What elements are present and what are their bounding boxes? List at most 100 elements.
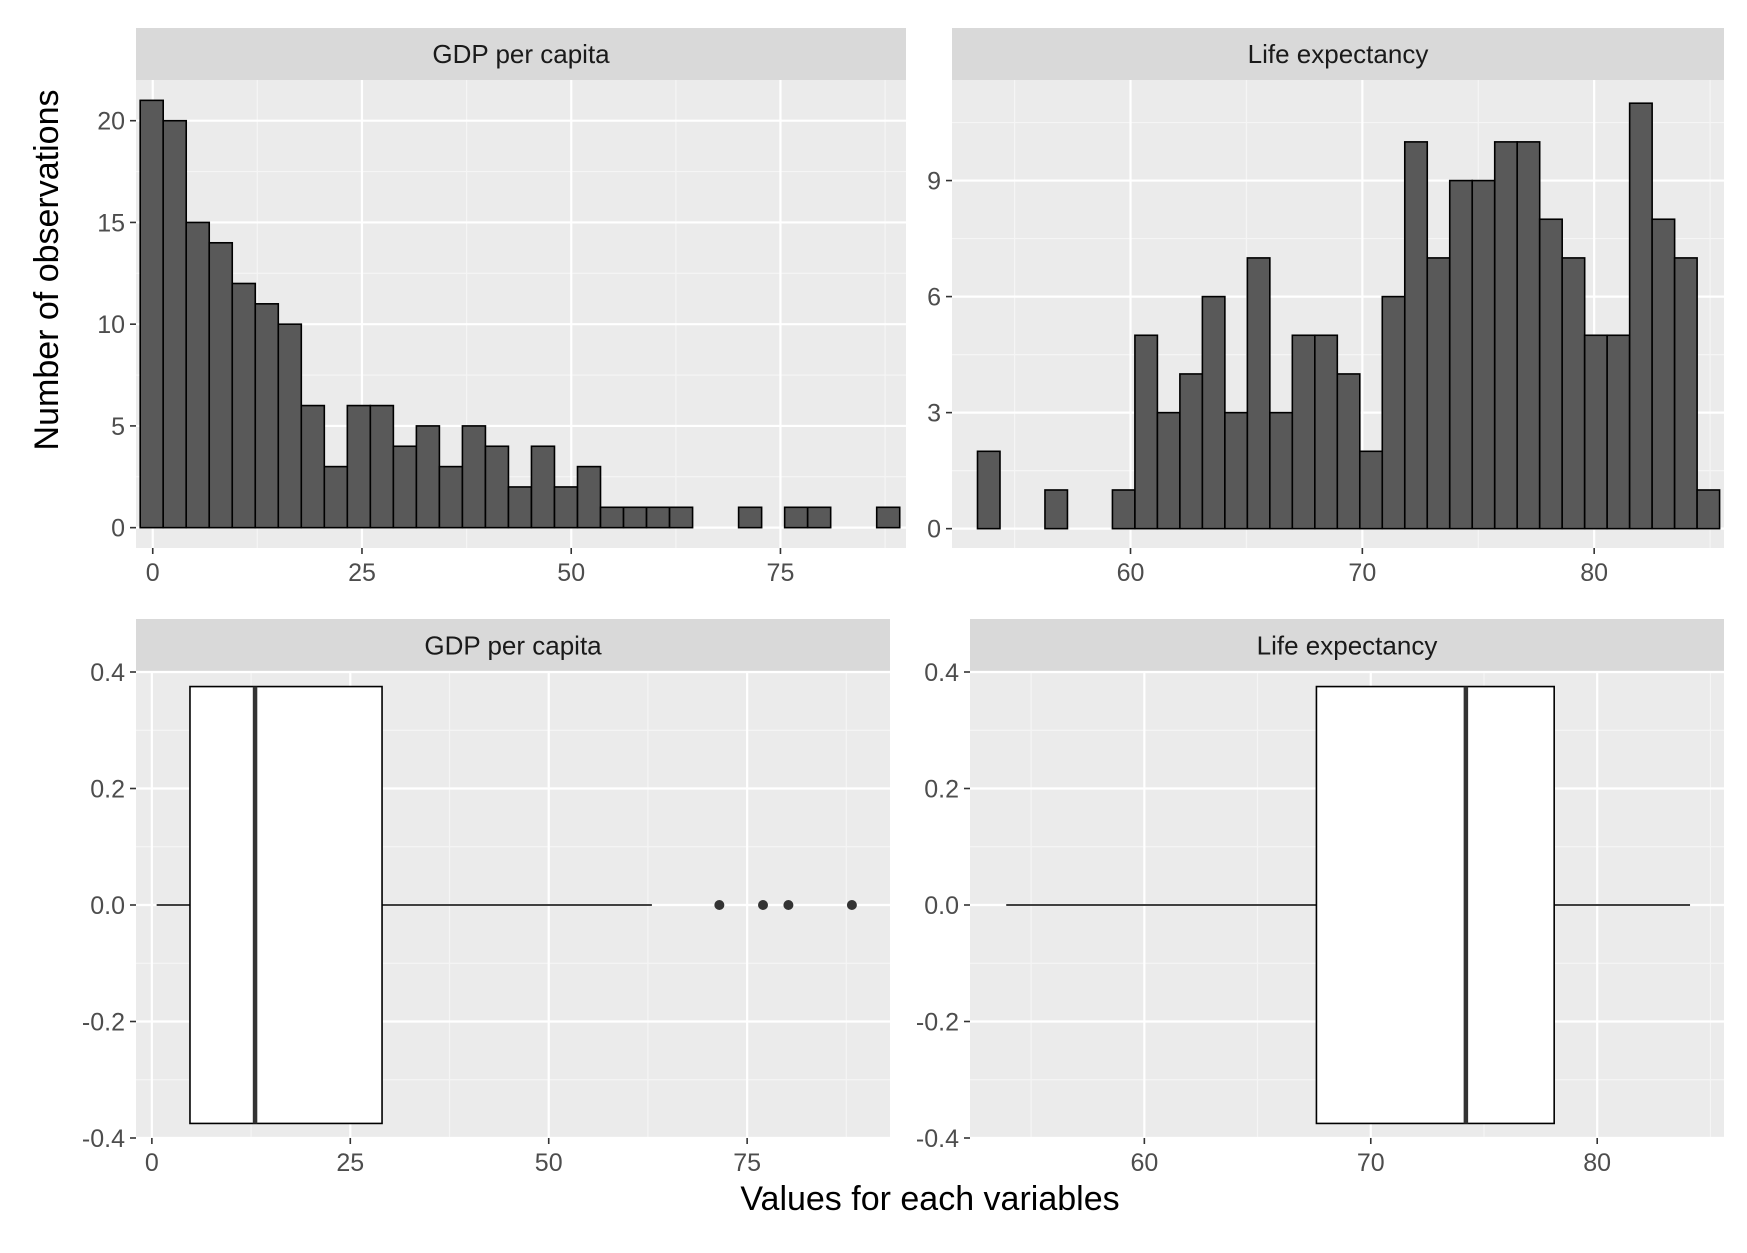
histogram-bar: [1111, 489, 1136, 530]
y-tick-label: 0.2: [90, 776, 125, 804]
histogram-bar: [1336, 373, 1361, 530]
histogram-bar: [668, 506, 694, 529]
histogram-bar: [1403, 141, 1429, 530]
histogram-bar: [323, 465, 349, 529]
box: [189, 685, 383, 1125]
x-tick-label: 70: [1348, 559, 1376, 587]
y-tick-label: 20: [97, 108, 125, 136]
histogram-bar: [1381, 295, 1406, 530]
outlier-point: [783, 900, 794, 910]
x-tick-label: 25: [348, 559, 376, 587]
histogram-bar: [484, 445, 510, 529]
histogram-bar: [530, 445, 556, 529]
panel-1: GDP per capita 0 25 50 75 0 5 10 15 20: [97, 28, 906, 587]
x-tick-label: 25: [336, 1149, 364, 1177]
histogram-bar: [576, 465, 602, 529]
x-tick-label: 75: [733, 1149, 761, 1177]
y-tick-label: 0.2: [924, 776, 959, 804]
histogram-bar: [1156, 411, 1181, 530]
y-tick-label: 0: [927, 516, 941, 544]
facet-strip: [970, 619, 1724, 672]
histogram-bar: [1134, 334, 1159, 530]
y-tick-label: 5: [111, 413, 125, 441]
facet-title: GDP per capita: [432, 39, 610, 69]
y-tick-label: 0.0: [924, 892, 959, 920]
facet-strip: [136, 28, 906, 80]
facet-strip: [952, 28, 1724, 80]
y-tick-label: 15: [97, 209, 125, 237]
histogram-bar: [1314, 334, 1339, 530]
histogram-bar: [783, 506, 809, 529]
histogram-bar: [208, 241, 234, 529]
histogram-bar: [300, 404, 326, 529]
panel-3: GDP per capita 0 25 50 75 -0.4 -0.2 0.0 0.2 0.4: [82, 619, 890, 1177]
x-tick-label: 70: [1357, 1149, 1385, 1177]
histogram-bar: [1696, 489, 1721, 530]
panel-2: Life expectancy 60 70 80 0 3 6 9: [927, 28, 1724, 587]
histogram-bar: [599, 506, 625, 529]
histogram-bar: [1224, 411, 1249, 530]
y-tick-label: 10: [97, 311, 125, 339]
histogram-bar: [1493, 141, 1519, 530]
outlier-point: [846, 900, 857, 910]
histogram-bar: [1291, 334, 1316, 530]
histogram-bar: [1201, 295, 1226, 530]
x-tick-label: 80: [1580, 559, 1608, 587]
histogram-bar: [1179, 373, 1204, 530]
x-tick-label: 80: [1583, 1149, 1611, 1177]
y-tick-label: 0.4: [924, 659, 959, 687]
histogram-bar: [1606, 334, 1631, 530]
histogram-bar: [231, 282, 257, 529]
facet-strip: [136, 619, 890, 672]
y-tick-label: 0.0: [90, 892, 125, 920]
y-axis-title: Number of observations: [28, 90, 66, 451]
histogram-bar: [369, 404, 395, 529]
x-tick-label: 60: [1130, 1149, 1158, 1177]
histogram-bar: [185, 221, 211, 529]
y-tick-label: 0: [111, 515, 125, 543]
y-tick-label: 6: [927, 284, 941, 312]
histogram-bar: [1426, 257, 1451, 530]
histogram-bar: [1044, 489, 1069, 530]
histogram-bar: [254, 303, 280, 529]
histogram-bar: [1516, 141, 1541, 530]
box: [1315, 685, 1555, 1125]
histogram-bar: [461, 425, 487, 529]
histogram-bar: [737, 506, 763, 529]
histogram-bar: [507, 486, 533, 529]
y-tick-label: 9: [927, 168, 941, 196]
histogram-bar: [1448, 179, 1474, 530]
histogram-bar: [1538, 218, 1563, 530]
histogram-bar: [553, 486, 579, 529]
histogram-bar: [645, 506, 671, 529]
histogram-bar: [1358, 450, 1384, 530]
histogram-bar: [1651, 218, 1676, 530]
histogram-bar: [1561, 257, 1586, 530]
histogram-bar: [1673, 257, 1698, 530]
histogram-bar: [392, 445, 418, 529]
outlier-point: [758, 900, 769, 910]
histogram-bar: [875, 506, 901, 529]
facet-title: Life expectancy: [1248, 39, 1429, 69]
y-tick-label: 0.4: [90, 659, 125, 687]
histogram-bar: [162, 119, 188, 529]
y-tick-label: -0.4: [916, 1125, 959, 1153]
x-tick-label: 50: [557, 559, 585, 587]
histogram-bar: [1269, 411, 1294, 530]
histogram-bar: [438, 465, 464, 529]
histogram-bar: [1583, 334, 1608, 530]
histogram-bar: [277, 323, 303, 529]
histogram-bar: [139, 99, 165, 529]
x-tick-label: 0: [146, 559, 160, 587]
y-tick-label: 3: [927, 400, 941, 428]
histogram-bar: [1246, 257, 1271, 530]
y-tick-label: -0.4: [82, 1125, 125, 1153]
x-tick-label: 50: [535, 1149, 563, 1177]
y-tick-label: -0.2: [82, 1009, 125, 1037]
y-tick-label: -0.2: [916, 1009, 959, 1037]
outlier-point: [714, 900, 725, 910]
histogram-bar: [1628, 102, 1653, 530]
facet-title: GDP per capita: [424, 631, 602, 661]
